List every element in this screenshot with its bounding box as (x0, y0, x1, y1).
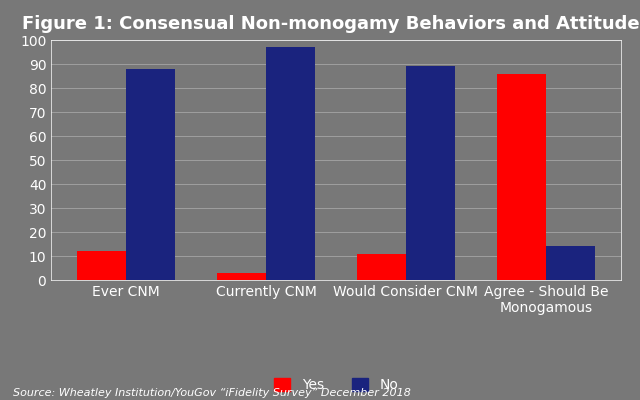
Bar (266, 47, 315, 280)
Bar (126, 69, 175, 280)
Bar (217, 273, 266, 280)
Bar (546, 246, 595, 280)
Bar (406, 66, 455, 280)
Text: Source: Wheatley Institution/YouGov “iFidelity Survey” December 2018: Source: Wheatley Institution/YouGov “iFi… (13, 388, 411, 398)
Bar (357, 254, 406, 280)
Bar (497, 74, 546, 280)
Bar (77, 251, 126, 280)
Legend: Yes, No: Yes, No (268, 373, 404, 398)
Title: Figure 1: Consensual Non-monogamy Behaviors and Attitudes: Figure 1: Consensual Non-monogamy Behavi… (22, 15, 640, 33)
